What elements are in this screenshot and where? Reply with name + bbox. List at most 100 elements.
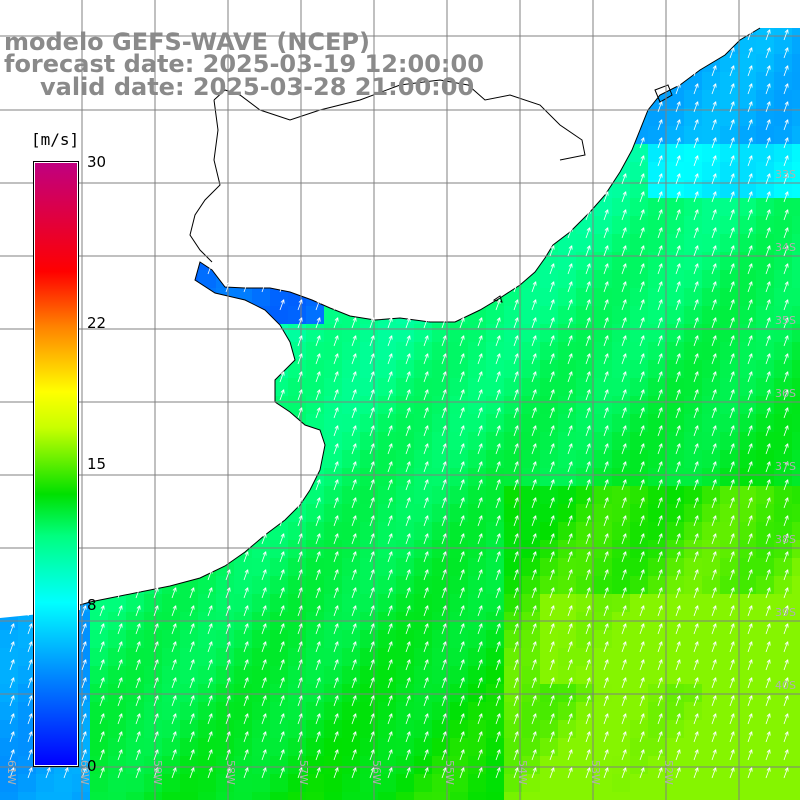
wind-cell: [702, 756, 721, 775]
wind-cell: [720, 558, 739, 577]
wind-cell: [594, 504, 613, 523]
wind-cell: [612, 414, 631, 433]
wind-cell: [198, 684, 217, 703]
wind-cell: [0, 720, 19, 739]
wind-cell: [774, 270, 793, 289]
wind-cell: [378, 522, 397, 541]
wind-cell: [720, 108, 739, 127]
wind-cell: [450, 432, 469, 451]
colorbar-unit: [m/s]: [31, 130, 80, 149]
wind-cell: [288, 576, 307, 595]
wind-cell: [486, 540, 505, 559]
wind-cell: [540, 324, 559, 343]
wind-cell: [630, 702, 649, 721]
wind-cell: [414, 540, 433, 559]
wind-cell: [594, 792, 613, 800]
wind-cell: [738, 432, 757, 451]
wind-cell: [432, 414, 451, 433]
wind-cell: [684, 558, 703, 577]
wind-cell: [594, 270, 613, 289]
wind-cell: [378, 684, 397, 703]
wind-cell: [630, 306, 649, 325]
wind-cell: [540, 576, 559, 595]
wind-cell: [342, 522, 361, 541]
wind-cell: [486, 486, 505, 505]
wind-cell: [360, 630, 379, 649]
wind-cell: [774, 648, 793, 667]
wind-cell: [576, 630, 595, 649]
wind-cell: [774, 216, 793, 235]
wind-cell: [324, 738, 343, 757]
wind-cell: [792, 756, 800, 775]
wind-cell: [666, 684, 685, 703]
wind-cell: [684, 216, 703, 235]
wind-cell: [342, 450, 361, 469]
wind-cell: [414, 684, 433, 703]
wind-cell: [738, 702, 757, 721]
wind-cell: [540, 630, 559, 649]
wind-cell: [612, 216, 631, 235]
wind-cell: [720, 594, 739, 613]
wind-cell: [594, 486, 613, 505]
wind-cell: [576, 324, 595, 343]
wind-cell: [450, 630, 469, 649]
wind-cell: [558, 666, 577, 685]
wind-cell: [540, 558, 559, 577]
wind-cell: [198, 756, 217, 775]
wind-cell: [594, 360, 613, 379]
wind-cell: [234, 702, 253, 721]
wind-cell: [738, 162, 757, 181]
title-valid-date: valid date: 2025-03-28 21:00:00: [40, 73, 475, 101]
wind-cell: [342, 360, 361, 379]
wind-cell: [450, 486, 469, 505]
wind-cell: [756, 234, 775, 253]
wind-cell: [612, 558, 631, 577]
wind-cell: [774, 72, 793, 91]
wind-cell: [648, 558, 667, 577]
wind-cell: [108, 774, 127, 793]
wind-cell: [126, 738, 145, 757]
wind-cell: [720, 252, 739, 271]
wind-cell: [198, 594, 217, 613]
wind-cell: [324, 792, 343, 800]
wind-cell: [432, 558, 451, 577]
wind-cell: [522, 720, 541, 739]
longitude-label: 58W: [224, 760, 237, 785]
wind-cell: [378, 648, 397, 667]
wind-cell: [324, 774, 343, 793]
wind-cell: [486, 558, 505, 577]
wind-cell: [450, 540, 469, 559]
wind-cell: [576, 288, 595, 307]
wind-cell: [630, 162, 649, 181]
wind-cell: [144, 792, 163, 800]
wind-cell: [468, 468, 487, 487]
wind-cell: [432, 432, 451, 451]
wind-cell: [774, 36, 793, 55]
wind-cell: [378, 360, 397, 379]
wind-cell: [684, 792, 703, 800]
wind-cell: [432, 630, 451, 649]
wind-cell: [630, 666, 649, 685]
wind-cell: [648, 576, 667, 595]
wind-cell: [738, 342, 757, 361]
wind-cell: [630, 432, 649, 451]
wind-cell: [108, 756, 127, 775]
wind-cell: [306, 702, 325, 721]
wind-cell: [414, 648, 433, 667]
wind-cell: [468, 666, 487, 685]
wind-cell: [720, 774, 739, 793]
wind-cell: [360, 792, 379, 800]
wind-cell: [684, 378, 703, 397]
wind-cell: [738, 306, 757, 325]
wind-cell: [738, 738, 757, 757]
colorbar-gradient: [35, 163, 77, 765]
wind-cell: [162, 648, 181, 667]
wind-cell: [288, 522, 307, 541]
wind-cell: [198, 774, 217, 793]
wind-cell: [90, 792, 109, 800]
wind-cell: [702, 270, 721, 289]
wind-cell: [396, 324, 415, 343]
wind-cell: [360, 378, 379, 397]
wind-cell: [756, 342, 775, 361]
wind-cell: [738, 450, 757, 469]
